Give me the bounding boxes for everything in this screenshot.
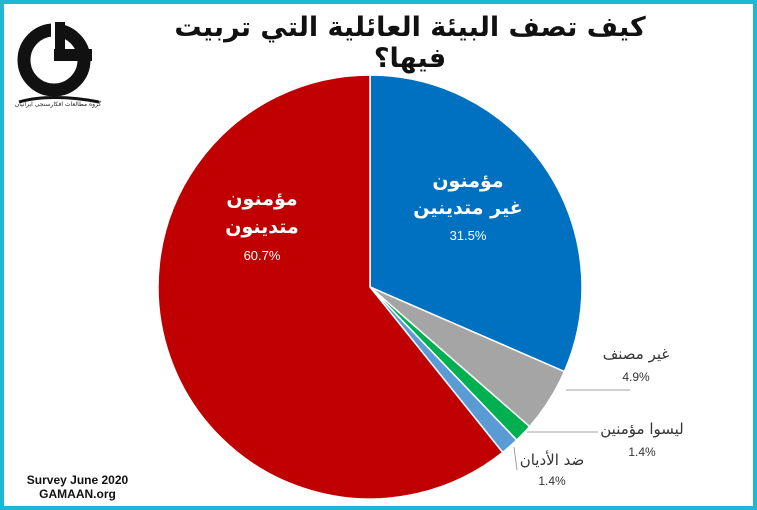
pie-slice-4 [157, 74, 504, 500]
slice-label-1-line-0: غير مصنف [603, 345, 670, 363]
slice-value-2: 1.4% [628, 445, 656, 459]
source-url: GAMAAN.org [39, 487, 116, 501]
slice-label-4-line-1: متدينون [225, 216, 299, 238]
slice-value-4: 60.7% [244, 248, 281, 263]
survey-date: Survey June 2020 [26, 473, 129, 487]
slice-labels: مؤمنون غير متدينين 31.5% غير مصنف 4.9% ليسوا … [225, 170, 683, 488]
slice-label-2-line-0: ليسوا مؤمنين [600, 420, 683, 438]
gamaan-logo-icon [17, 22, 100, 104]
slice-value-1: 4.9% [622, 370, 650, 384]
source-note: Survey June 2020 GAMAAN.org [10, 473, 145, 501]
pie-slice-0 [369, 74, 583, 373]
logo-caption: گروه مطالعات افکارسنجی ایرانیان [14, 101, 102, 108]
chart-title: کیف تصف البیئة العائلیة التي تربیت فیها؟ [174, 12, 646, 74]
slice-value-3: 1.4% [538, 474, 566, 488]
pie-slices [157, 74, 583, 500]
leader-lines [513, 389, 630, 471]
slice-label-3-line-0: ضد الأديان [520, 450, 585, 469]
slice-label-0-line-1: غير متدينين [413, 197, 522, 219]
slice-label-0-line-0: مؤمنون [432, 170, 503, 192]
slice-value-0: 31.5% [450, 228, 487, 243]
slice-label-4-line-0: مؤمنون [226, 188, 297, 210]
leader-line-3 [513, 446, 518, 471]
